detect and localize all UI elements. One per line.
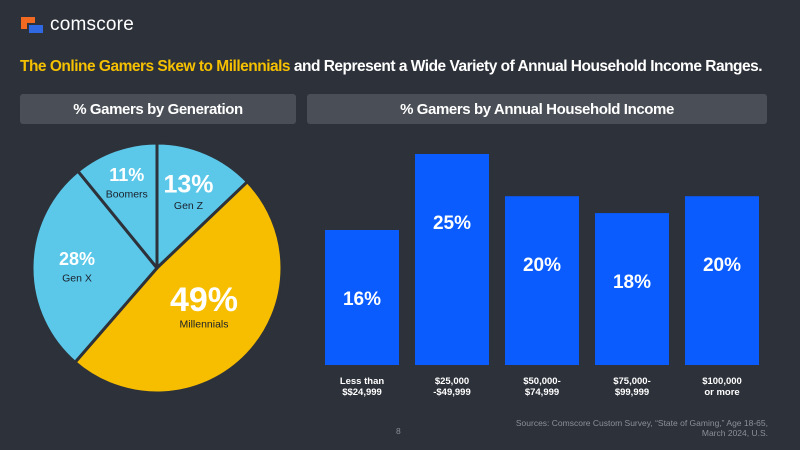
bar-category-2-line-1: $74,999 [525, 387, 559, 398]
pie-value-boomers: 11% [109, 165, 144, 185]
comscore-logo: comscore [20, 14, 134, 36]
comscore-logo-icon [21, 17, 43, 33]
brand-name: comscore [50, 14, 134, 35]
bar-category-0-line-0: Less than [340, 376, 385, 387]
headline-rest: and Represent a Wide Variety of Annual H… [290, 58, 763, 75]
page-number: 8 [396, 426, 401, 436]
bar-category-1-line-1: -$49,999 [433, 387, 471, 398]
source-line-2: March 2024, U.S. [701, 428, 768, 438]
pie-slice-millennials [73, 180, 284, 395]
source-line-1: Sources: Comscore Custom Survey, “State … [515, 418, 768, 428]
bar-value-2: 20% [523, 255, 561, 276]
pie-slice-gen-z [155, 141, 249, 270]
pie-label-boomers: Boomers [106, 189, 148, 201]
pie-label-gen-x: Gen X [62, 272, 92, 284]
bar-value-0: 16% [343, 289, 381, 310]
generation-chart-title: % Gamers by Generation [20, 94, 296, 124]
bar-value-1: 25% [433, 213, 471, 234]
bar-1 [415, 154, 489, 365]
bar-0 [325, 230, 399, 365]
pie-label-millennials: Millennials [179, 318, 228, 330]
bar-3 [595, 213, 669, 365]
pie-value-gen-z: 13% [163, 171, 213, 199]
bar-category-4-line-1: or more [704, 387, 739, 398]
bar-category-2-line-0: $50,000- [523, 376, 561, 387]
bar-category-0-line-1: $$24,999 [342, 387, 382, 398]
bar-4 [685, 196, 759, 365]
bar-category-3-line-1: $99,999 [615, 387, 649, 398]
source-note: Sources: Comscore Custom Survey, “State … [438, 418, 768, 438]
bar-category-3-line-0: $75,000- [613, 376, 651, 387]
page-headline: The Online Gamers Skew to Millennials an… [20, 58, 790, 76]
headline-highlight: The Online Gamers Skew to Millennials [20, 58, 291, 75]
pie-slice-gen-x [30, 169, 159, 364]
pie-slice-boomers [76, 141, 159, 270]
income-chart-title: % Gamers by Annual Household Income [307, 94, 767, 124]
bar-2 [505, 196, 579, 365]
bar-category-1-line-0: $25,000 [435, 376, 469, 387]
bar-category-4-line-0: $100,000 [702, 376, 742, 387]
bar-value-3: 18% [613, 272, 651, 293]
pie-label-gen-z: Gen Z [174, 200, 204, 212]
bar-value-4: 20% [703, 255, 741, 276]
pie-value-gen-x: 28% [59, 249, 95, 269]
pie-value-millennials: 49% [170, 281, 238, 319]
